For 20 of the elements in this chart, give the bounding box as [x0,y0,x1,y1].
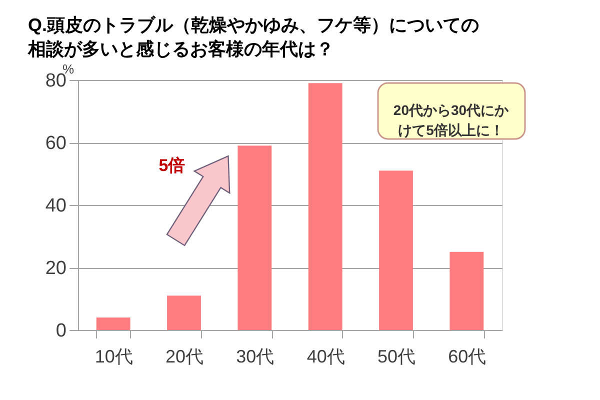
bar [379,170,413,330]
x-tick-label: 60代 [448,346,486,366]
annotation: 5倍 [158,156,186,175]
chart-title: Q.頭皮のトラブル（乾燥やかゆみ、フケ等）についての相談が多いと感じるお客様の年代は？ [27,15,480,59]
bar [238,146,272,330]
y-tick-label: 60 [45,133,66,154]
y-tick-label: 0 [56,320,66,342]
x-tick-label: 50代 [377,346,416,366]
x-tick-label: 40代 [306,346,345,366]
bar [308,83,342,330]
annotation: 20代から30代にかけて5倍以上に！ [393,102,510,138]
y-tick-label: 80 [45,70,66,92]
x-tick-label: 30代 [236,346,274,366]
y-tick-label: 40 [45,196,66,216]
bar [96,318,130,330]
y-tick-label: 20 [45,258,66,279]
x-tick-label: 10代 [94,346,133,366]
bar [450,252,484,330]
bar [167,296,201,330]
x-tick-label: 20代 [165,346,204,366]
